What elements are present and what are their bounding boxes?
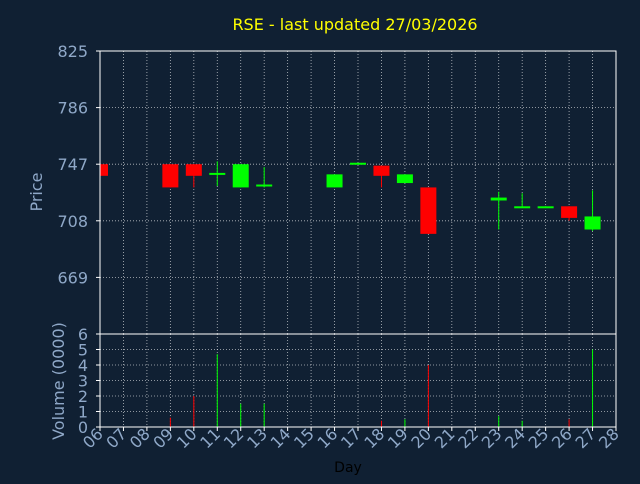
candle-body [162, 164, 179, 188]
axes: 8257867477086696543210060708091011121314… [57, 42, 622, 452]
price-tick-label: 708 [57, 212, 88, 231]
x-axis-label: Day [334, 460, 362, 476]
price-tick-label: 825 [57, 42, 88, 61]
volume-tick-label: 1 [78, 403, 88, 422]
chart-marks [99, 161, 601, 427]
candle-body [561, 206, 578, 218]
price-axis-label: Price [27, 172, 46, 211]
volume-tick-label: 5 [78, 341, 88, 360]
candle-body [373, 165, 390, 176]
candle-body [326, 174, 343, 188]
day-tick-label: 28 [595, 424, 623, 452]
price-tick-label: 786 [57, 99, 88, 118]
price-tick-label: 747 [57, 155, 88, 174]
candle-body [584, 216, 601, 230]
candle-body [490, 197, 507, 201]
candle-body [514, 206, 531, 209]
candle-body [350, 162, 366, 165]
price-tick-label: 669 [57, 268, 88, 287]
candle-body [185, 164, 202, 176]
candle-body [209, 172, 226, 175]
volume-axis-label: Volume (0000) [49, 322, 68, 440]
candle-body [537, 206, 554, 209]
candle-body [232, 164, 249, 188]
volume-tick-label: 2 [78, 387, 88, 406]
chart-title: RSE - last updated 27/03/2026 [232, 15, 477, 34]
candle-body [100, 164, 108, 176]
volume-tick-label: 3 [78, 372, 88, 391]
candle-body [420, 187, 437, 234]
candle-body [396, 174, 413, 184]
volume-tick-label: 4 [78, 356, 88, 375]
volume-tick-label: 6 [78, 325, 88, 344]
candle-body [256, 184, 273, 187]
volume-tick-label: 0 [78, 418, 88, 437]
grid [100, 51, 616, 427]
